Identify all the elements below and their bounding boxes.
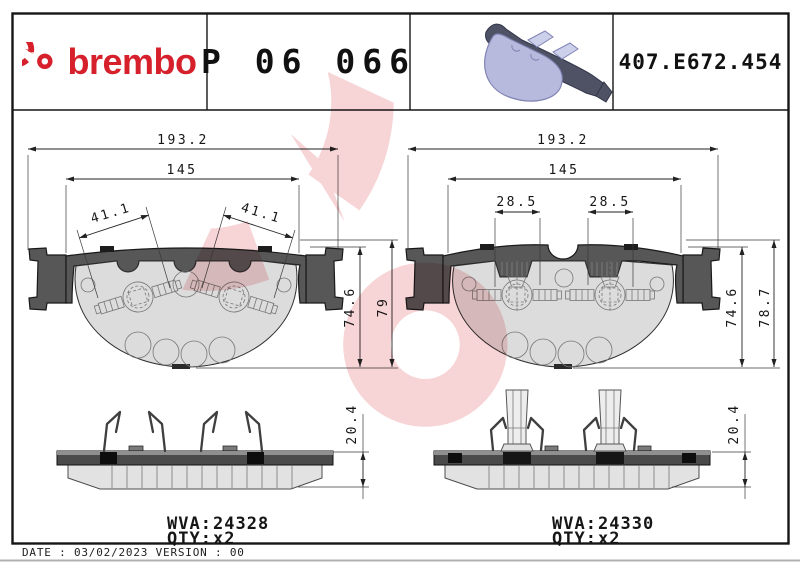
left-pad-labels: WVA: 24328 QTY: x2 [167, 514, 269, 549]
qty-label: QTY: [552, 529, 597, 549]
right-pad-labels: WVA: 24330 QTY: x2 [552, 514, 654, 549]
wear-sensor-clip-towers [489, 389, 638, 452]
right-pad-front-view [405, 244, 721, 369]
right-pad-drawing: 193.2 145 28.5 28.5 74.6 78.7 20.4 WVA: … [405, 133, 780, 549]
right-pad-side-view [433, 389, 711, 490]
dim-inner-width: 145 [549, 163, 580, 178]
left-pad-front-view [28, 246, 344, 369]
dim-height-overall: 78.7 [758, 286, 773, 327]
date-version-line: DATE : 03/02/2023 VERSION : 00 [22, 546, 245, 559]
dim-sensor-right: 28.5 [589, 195, 630, 210]
wva-label: WVA: [167, 514, 212, 534]
reference-code: 407.E672.454 [618, 49, 783, 74]
product-code: P 06 066 [201, 42, 416, 81]
brembo-roundel-icon [22, 42, 61, 81]
brand-wordmark: brembo [67, 40, 197, 82]
dim-inner-width: 145 [167, 163, 198, 178]
dim-overall-width: 193.2 [157, 133, 209, 148]
dim-height-inner: 74.6 [725, 286, 740, 327]
qty-label: QTY: [167, 529, 212, 549]
left-pad-side-view [56, 410, 334, 490]
dim-thickness: 20.4 [727, 403, 742, 444]
retaining-spring-clips [102, 410, 264, 453]
wva-label: WVA: [552, 514, 597, 534]
dim-overall-width: 193.2 [537, 133, 589, 148]
header-product-code-cell: P 06 066 [201, 13, 410, 110]
wva-value: 24330 [598, 514, 654, 534]
header-reference-code-cell: 407.E672.454 [613, 13, 788, 110]
brake-pad-3d-image [484, 23, 613, 103]
dim-thickness: 20.4 [345, 403, 360, 444]
wva-value: 24328 [213, 514, 269, 534]
dim-height-overall: 79 [376, 297, 391, 318]
dim-sensor-left: 28.5 [496, 195, 537, 210]
left-pad-drawing: 193.2 145 41.1 41.1 74.6 79 20.4 WVA: 24… [27, 133, 398, 549]
header-brand-cell: brembo [12, 13, 207, 110]
dim-height-inner: 74.6 [343, 286, 358, 327]
qty-value: x2 [598, 529, 620, 549]
qty-value: x2 [213, 529, 235, 549]
